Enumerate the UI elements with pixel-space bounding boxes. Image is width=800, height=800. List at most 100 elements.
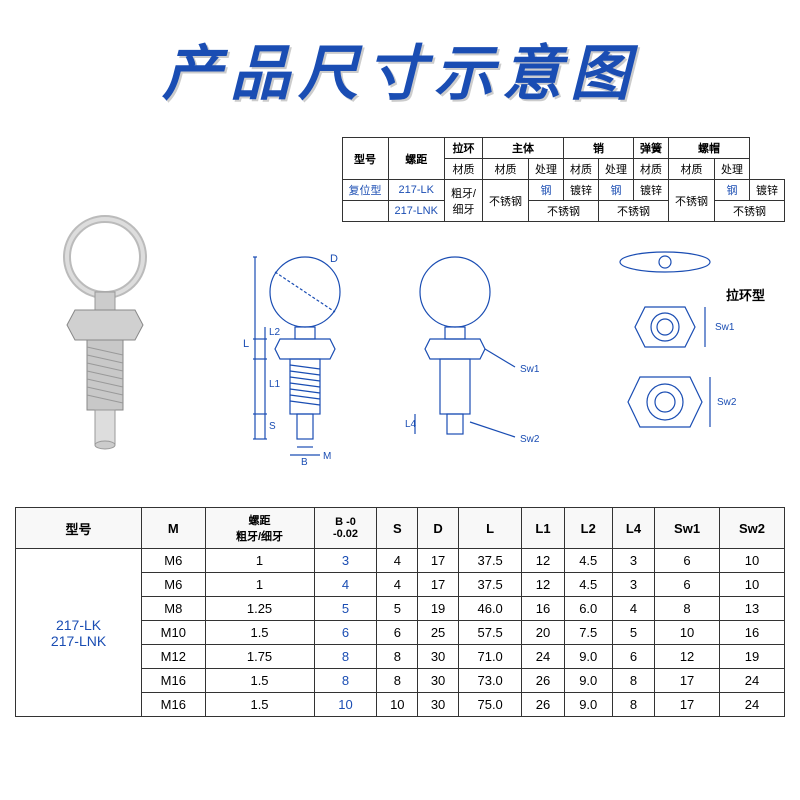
mat-val: 镀锌: [750, 180, 785, 201]
dim-l1: L1: [269, 379, 281, 390]
top-section: 型号 螺距 拉环 主体 销 弹簧 螺帽 材质 材质 处理 材质 处理 材质 材质…: [0, 127, 800, 497]
dim-cell: 4.5: [564, 573, 612, 597]
dim-cell: 8: [655, 597, 720, 621]
mat-val: 不锈钢: [529, 201, 599, 222]
dim-cell: 8: [612, 693, 654, 717]
dim-cell: 17: [655, 669, 720, 693]
dim-cell: 17: [655, 693, 720, 717]
technical-diagram: D L L2 L1 S B M Sw1: [205, 237, 785, 467]
dim-cell: 46.0: [458, 597, 521, 621]
mat-val: 钢: [529, 180, 564, 201]
dim-cell: 10: [720, 549, 785, 573]
mat-val: 不锈钢: [599, 201, 669, 222]
dim-sw2: Sw2: [520, 434, 540, 445]
mat-h-spring: 弹簧: [634, 138, 669, 159]
dim-h: L2: [564, 508, 612, 549]
mat-val: 钢: [715, 180, 750, 201]
dim-cell: 20: [522, 621, 564, 645]
dim-cell: 10: [720, 573, 785, 597]
dim-cell: 1.5: [205, 669, 314, 693]
dim-l2: L2: [269, 327, 281, 338]
mat-sub: 处理: [715, 159, 750, 180]
dim-b: B: [301, 457, 308, 467]
dim-h: M: [142, 508, 205, 549]
dim-cell: 12: [522, 549, 564, 573]
mat-h-pitch: 螺距: [388, 138, 444, 180]
mat-sub: 材质: [564, 159, 599, 180]
right-section: 型号 螺距 拉环 主体 销 弹簧 螺帽 材质 材质 处理 材质 处理 材质 材质…: [205, 137, 785, 487]
dim-cell: 6: [655, 549, 720, 573]
dim-cell: 13: [720, 597, 785, 621]
mat-sub: 材质: [483, 159, 529, 180]
dim-cell: 6: [377, 621, 418, 645]
dim-cell: M10: [142, 621, 205, 645]
dim-cell: 19: [720, 645, 785, 669]
dim-h: Sw1: [655, 508, 720, 549]
dim-cell: M16: [142, 669, 205, 693]
dim-cell: 37.5: [458, 573, 521, 597]
mat-h-ring: 拉环: [444, 138, 482, 159]
dim-cell: M6: [142, 573, 205, 597]
mat-model: 217-LNK: [388, 201, 444, 222]
dim-h: B -0 -0.02: [314, 508, 377, 549]
dim-sw2-top: Sw2: [717, 397, 737, 408]
dim-sw1: Sw1: [520, 364, 540, 375]
dim-l: L: [243, 338, 249, 350]
mat-reset: 复位型: [342, 180, 388, 201]
dim-cell: 8: [377, 669, 418, 693]
mat-sub: 材质: [634, 159, 669, 180]
dim-cell: M16: [142, 693, 205, 717]
dim-cell: 1.5: [205, 621, 314, 645]
dim-cell: 10: [314, 693, 377, 717]
dim-s: S: [269, 421, 276, 432]
dim-cell: 5: [377, 597, 418, 621]
dim-cell: 37.5: [458, 549, 521, 573]
dim-cell: 8: [377, 645, 418, 669]
mat-val: 钢: [599, 180, 634, 201]
page-title: 产品尺寸示意图: [0, 0, 800, 127]
mat-sub: 处理: [529, 159, 564, 180]
dim-cell: M8: [142, 597, 205, 621]
mat-val: 不锈钢: [669, 180, 715, 222]
dim-cell: 12: [522, 573, 564, 597]
dim-cell: 7.5: [564, 621, 612, 645]
dim-cell: 4: [377, 573, 418, 597]
dim-h: L4: [612, 508, 654, 549]
dim-cell: 3: [612, 549, 654, 573]
dim-cell: 1: [205, 549, 314, 573]
dim-cell: 10: [377, 693, 418, 717]
dim-h: L: [458, 508, 521, 549]
dim-cell: 24: [522, 645, 564, 669]
dimensions-table: 型号 M 螺距 粗牙/细牙 B -0 -0.02 S D L L1 L2 L4 …: [15, 507, 785, 717]
dim-cell: 6: [612, 645, 654, 669]
mat-h-pin: 销: [564, 138, 634, 159]
dim-cell: 30: [418, 645, 459, 669]
mat-val: 不锈钢: [715, 201, 785, 222]
mat-model: 217-LK: [388, 180, 444, 201]
dim-sw1-top: Sw1: [715, 322, 735, 333]
dim-cell: 3: [314, 549, 377, 573]
dim-h: Sw2: [720, 508, 785, 549]
mat-val: 镀锌: [564, 180, 599, 201]
mat-h-cap: 螺帽: [669, 138, 750, 159]
dim-cell: 6: [655, 573, 720, 597]
dim-cell: M6: [142, 549, 205, 573]
dim-cell: 19: [418, 597, 459, 621]
dim-h: S: [377, 508, 418, 549]
dim-cell: 73.0: [458, 669, 521, 693]
dim-cell: 5: [612, 621, 654, 645]
dim-cell: 75.0: [458, 693, 521, 717]
dim-cell: 30: [418, 669, 459, 693]
dim-cell: 4: [612, 597, 654, 621]
dim-d: D: [330, 253, 338, 265]
dim-cell: 10: [655, 621, 720, 645]
dim-cell: 6: [314, 621, 377, 645]
dim-h: L1: [522, 508, 564, 549]
mat-sub: 材质: [444, 159, 482, 180]
dim-cell: 16: [522, 597, 564, 621]
dim-cell: 9.0: [564, 645, 612, 669]
dim-cell: 1.25: [205, 597, 314, 621]
dim-header-row: 型号 M 螺距 粗牙/细牙 B -0 -0.02 S D L L1 L2 L4 …: [16, 508, 785, 549]
dim-cell: 9.0: [564, 693, 612, 717]
dim-cell: 6.0: [564, 597, 612, 621]
